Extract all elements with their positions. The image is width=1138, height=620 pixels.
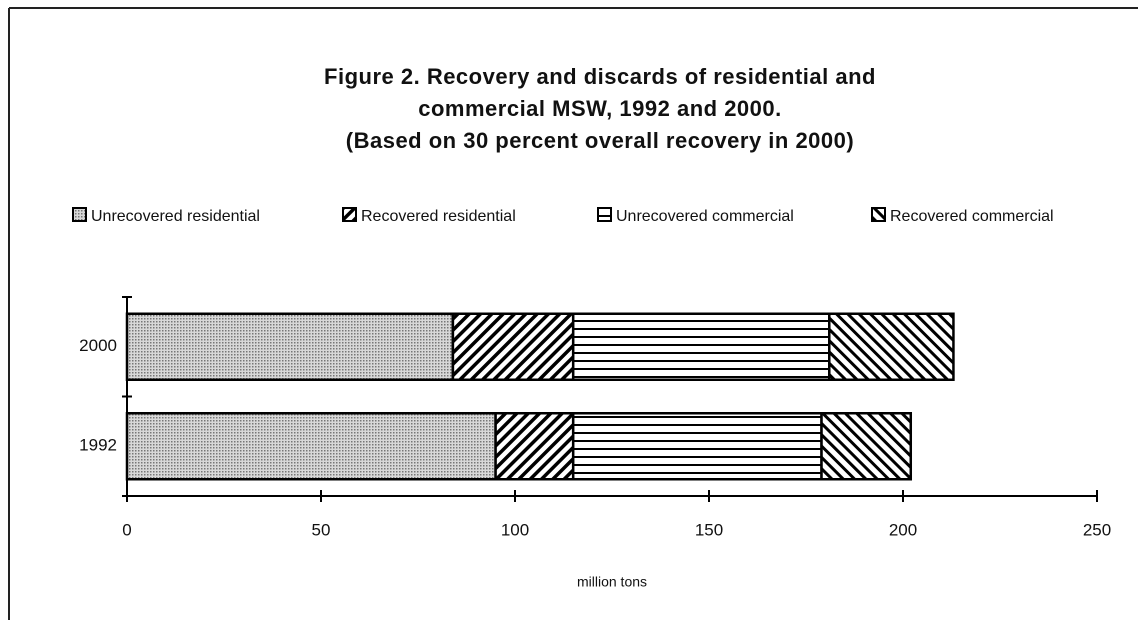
legend-swatch bbox=[72, 207, 87, 222]
bar-segment bbox=[125, 412, 497, 481]
legend-swatch-box bbox=[342, 207, 357, 222]
x-tick-label: 150 bbox=[695, 520, 723, 539]
chart-title: commercial MSW, 1992 and 2000. bbox=[418, 96, 782, 121]
chart-title: (Based on 30 percent overall recovery in… bbox=[346, 128, 854, 153]
bar-segment bbox=[828, 312, 955, 381]
bar-segment bbox=[494, 412, 575, 481]
bar-segment bbox=[571, 312, 831, 381]
legend-item: Unrecovered commercial bbox=[597, 205, 797, 228]
legend-label: Recovered commercial bbox=[890, 208, 1054, 225]
legend-swatch-box bbox=[871, 207, 886, 222]
bar-segment bbox=[571, 412, 823, 481]
chart-title: Figure 2. Recovery and discards of resid… bbox=[324, 64, 876, 89]
legend-label: Recovered residential bbox=[361, 208, 516, 225]
x-tick-label: 200 bbox=[889, 520, 917, 539]
legend-swatch-box bbox=[597, 207, 612, 222]
x-tick-label: 250 bbox=[1083, 520, 1111, 539]
x-tick-label: 100 bbox=[501, 520, 529, 539]
legend-swatch bbox=[342, 207, 357, 222]
legend-item: Recovered commercial bbox=[871, 205, 1121, 228]
x-axis-label: million tons bbox=[577, 574, 647, 590]
legend-swatch bbox=[871, 207, 886, 222]
x-tick-label: 50 bbox=[312, 520, 331, 539]
x-tick-label: 0 bbox=[122, 520, 131, 539]
legend-item: Unrecovered residential bbox=[72, 205, 272, 228]
legend-label: Unrecovered commercial bbox=[616, 208, 794, 225]
legend-label: Unrecovered residential bbox=[91, 208, 260, 225]
bar-segment bbox=[820, 412, 913, 481]
bar-segment bbox=[451, 312, 575, 381]
legend-item: Recovered residential bbox=[342, 205, 572, 228]
legend-swatch-box bbox=[72, 207, 87, 222]
legend-swatch bbox=[597, 207, 612, 222]
y-tick-label: 2000 bbox=[79, 336, 117, 355]
bar-segment bbox=[125, 312, 455, 381]
y-tick-label: 1992 bbox=[79, 436, 117, 455]
